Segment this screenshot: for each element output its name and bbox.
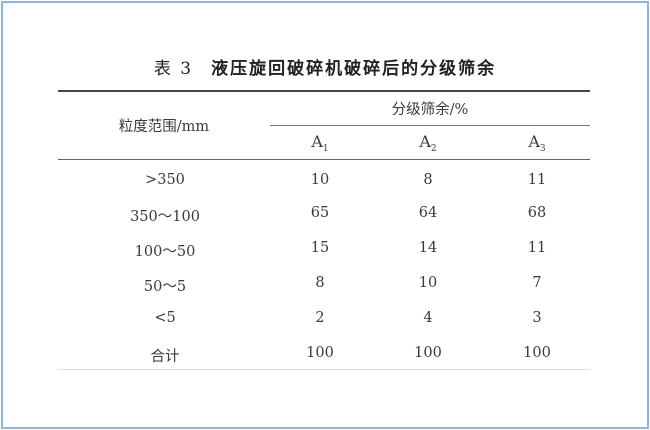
table-title: 液压旋回破碎机破碎后的分级筛余 [211,59,497,79]
range-cell: <5 [154,310,176,326]
column-header: A2 [419,132,437,155]
value-cell: 10 [418,275,438,291]
bottom-rule [58,369,590,370]
table-label: 表 3 [153,59,194,79]
range-cell: 350～100 [130,209,200,225]
value-cell: 100 [414,345,442,361]
value-cell: 100 [306,345,334,361]
value-cell: 11 [527,240,547,256]
group-header: 分级筛余/% [391,102,469,118]
value-cell: 10 [310,172,330,188]
value-cell: 14 [418,240,438,256]
value-cell: 8 [423,172,433,188]
value-cell: 100 [523,345,551,361]
value-cell: 15 [310,240,330,256]
column-header: A1 [311,132,329,155]
value-cell: 2 [315,310,325,326]
header-rule [58,159,590,160]
column-header: A3 [528,132,546,155]
value-cell: 64 [418,205,438,221]
value-cell: 65 [310,205,330,221]
value-cell: 8 [315,275,325,291]
value-cell: 68 [527,205,547,221]
top-rule [58,90,590,92]
range-cell: >350 [145,172,185,188]
value-cell: 4 [423,310,433,326]
value-cell: 11 [527,172,547,188]
range-cell: 合计 [150,349,180,365]
value-cell: 7 [532,275,542,291]
row-header: 粒度范围/mm [118,119,210,135]
value-cell: 3 [532,310,542,326]
range-cell: 100～50 [134,244,196,260]
group-rule [270,125,590,126]
range-cell: 50～5 [143,279,187,295]
table-caption: 表 3 液压旋回破碎机破碎后的分级筛余 [0,54,650,79]
